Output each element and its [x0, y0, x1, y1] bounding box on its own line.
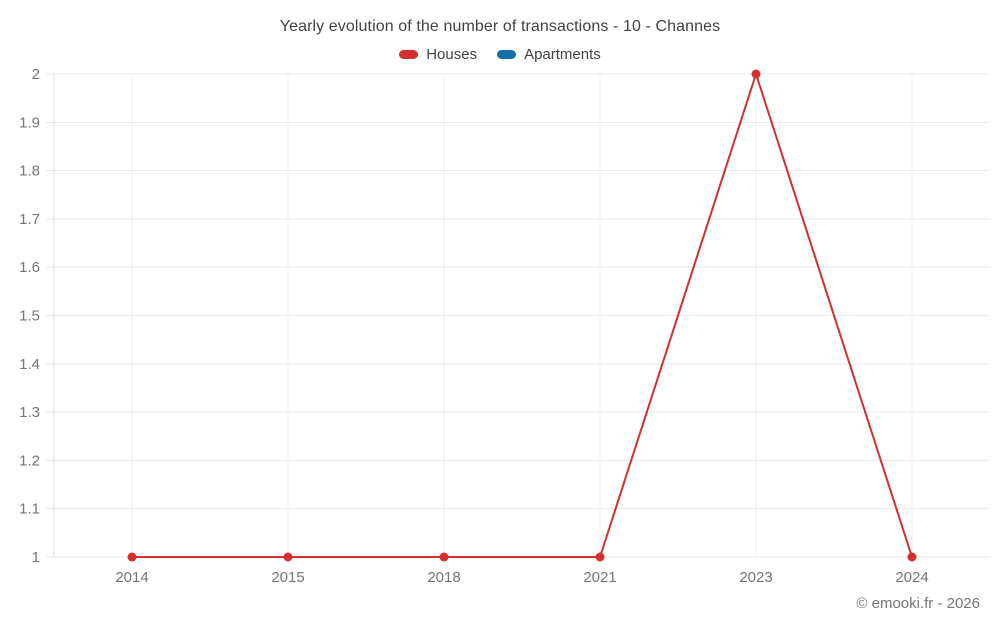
y-axis-tick-label: 1.6 [19, 259, 40, 276]
y-axis-tick-label: 1.3 [19, 404, 40, 421]
x-axis-tick-label: 2023 [739, 569, 772, 586]
data-point-marker[interactable] [907, 552, 917, 562]
data-point-marker[interactable] [751, 69, 761, 79]
x-axis-tick-label: 2014 [115, 569, 148, 586]
x-axis-tick-label: 2018 [427, 569, 460, 586]
y-axis-tick-label: 1 [32, 549, 40, 566]
chart-title: Yearly evolution of the number of transa… [279, 18, 721, 35]
y-axis-tick-label: 1.7 [19, 211, 40, 228]
legend-item-apartments[interactable]: Apartments [497, 46, 601, 63]
y-axis-tick-label: 1.2 [19, 452, 40, 469]
x-axis-tick-label: 2024 [895, 569, 928, 586]
x-axis-tick-label: 2021 [583, 569, 616, 586]
x-axis-tick-label: 2015 [271, 569, 304, 586]
y-axis-tick-label: 1.9 [19, 114, 40, 131]
houses-swatch-icon [399, 50, 419, 59]
legend-label-apartments: Apartments [524, 46, 601, 63]
data-point-marker[interactable] [283, 552, 293, 562]
data-point-marker[interactable] [439, 552, 449, 562]
y-axis-tick-label: 2 [32, 66, 40, 83]
chart-legend: Houses Apartments [0, 46, 1000, 63]
y-axis-tick-label: 1.8 [19, 163, 40, 180]
y-axis-tick-label: 1.1 [19, 501, 40, 518]
data-point-marker[interactable] [595, 552, 605, 562]
legend-label-houses: Houses [426, 46, 478, 63]
y-axis-tick-label: 1.4 [19, 356, 40, 373]
data-point-marker[interactable] [127, 552, 137, 562]
series-line [131, 73, 913, 558]
y-axis-tick-label: 1.5 [19, 308, 40, 325]
copyright-text: © emooki.fr - 2026 [856, 595, 980, 612]
legend-item-houses[interactable]: Houses [399, 46, 477, 63]
apartments-swatch-icon [497, 50, 517, 59]
